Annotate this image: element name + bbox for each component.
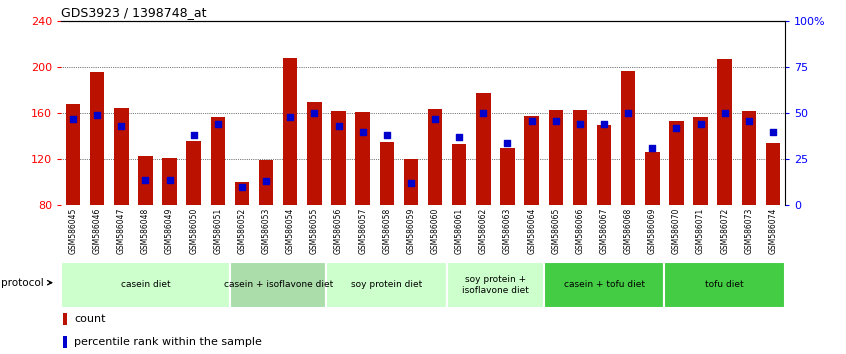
Bar — [186, 141, 201, 205]
Text: soy protein diet: soy protein diet — [351, 280, 422, 290]
Point — [428, 116, 442, 122]
Bar — [332, 111, 346, 205]
Point — [139, 177, 152, 182]
Bar — [448, 262, 544, 308]
Point — [114, 123, 128, 129]
Point — [597, 121, 611, 127]
Bar — [61, 262, 230, 308]
Bar — [669, 121, 684, 205]
Point — [694, 121, 707, 127]
Point — [453, 135, 466, 140]
Point — [283, 114, 297, 120]
Bar — [380, 142, 394, 205]
Point — [187, 132, 201, 138]
Bar — [548, 110, 563, 205]
Point — [235, 184, 249, 190]
Bar — [621, 71, 635, 205]
Bar — [63, 313, 67, 325]
Bar — [63, 336, 67, 348]
Bar — [694, 117, 708, 205]
Bar — [766, 143, 780, 205]
Point — [670, 125, 684, 131]
Point — [356, 129, 370, 135]
Bar — [162, 158, 177, 205]
Text: percentile rank within the sample: percentile rank within the sample — [74, 337, 262, 347]
Point — [766, 129, 780, 135]
Point — [308, 110, 321, 116]
Point — [332, 123, 345, 129]
Text: protocol: protocol — [1, 278, 52, 288]
Text: count: count — [74, 314, 106, 324]
Bar — [327, 262, 448, 308]
Bar — [525, 115, 539, 205]
Bar — [234, 182, 250, 205]
Bar — [283, 58, 298, 205]
Point — [66, 116, 80, 122]
Point — [162, 177, 176, 182]
Bar — [114, 108, 129, 205]
Point — [622, 110, 635, 116]
Point — [549, 118, 563, 124]
Text: casein + isoflavone diet: casein + isoflavone diet — [223, 280, 332, 290]
Bar — [500, 148, 514, 205]
Bar — [544, 262, 664, 308]
Text: casein + tofu diet: casein + tofu diet — [563, 280, 645, 290]
Point — [260, 178, 273, 184]
Bar — [742, 111, 756, 205]
Bar — [66, 104, 80, 205]
Text: soy protein +
isoflavone diet: soy protein + isoflavone diet — [462, 275, 529, 295]
Point — [404, 181, 418, 186]
Bar — [717, 59, 732, 205]
Point — [742, 118, 755, 124]
Point — [211, 121, 224, 127]
Bar — [664, 262, 785, 308]
Point — [476, 110, 490, 116]
Bar — [230, 262, 327, 308]
Bar — [211, 117, 225, 205]
Bar — [90, 72, 104, 205]
Bar — [138, 156, 152, 205]
Point — [525, 118, 538, 124]
Point — [91, 112, 104, 118]
Point — [645, 145, 659, 151]
Bar — [573, 110, 587, 205]
Bar — [259, 160, 273, 205]
Text: GDS3923 / 1398748_at: GDS3923 / 1398748_at — [61, 6, 206, 19]
Bar — [452, 144, 466, 205]
Text: tofu diet: tofu diet — [706, 280, 744, 290]
Point — [380, 132, 393, 138]
Bar — [596, 125, 612, 205]
Bar — [307, 102, 321, 205]
Bar — [476, 93, 491, 205]
Point — [501, 140, 514, 145]
Bar — [355, 112, 370, 205]
Bar — [404, 159, 418, 205]
Text: casein diet: casein diet — [121, 280, 170, 290]
Bar — [428, 109, 442, 205]
Bar — [645, 152, 660, 205]
Point — [573, 121, 586, 127]
Point — [718, 110, 732, 116]
